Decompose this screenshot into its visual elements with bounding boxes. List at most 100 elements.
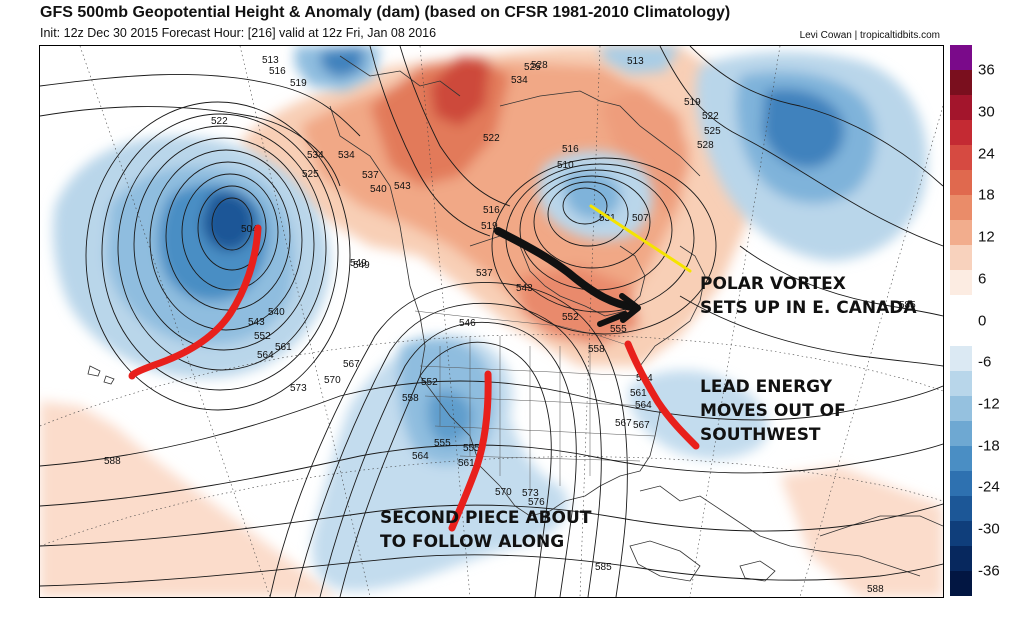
contour-label: 543	[394, 181, 411, 192]
contour-label: 516	[562, 144, 579, 155]
contour-label: 564	[257, 350, 274, 361]
contour-label: 534	[338, 150, 355, 161]
contour-label: 564	[635, 400, 652, 411]
contour-label: 555	[463, 443, 480, 454]
colorbar-tick-label: 6	[978, 270, 987, 288]
annotation-line: LEAD ENERGY	[700, 377, 833, 397]
colorbar-tick-label: -30	[978, 520, 1000, 538]
contour-label: 510	[557, 160, 574, 171]
annotation-line: SOUTHWEST	[700, 425, 821, 445]
contour-label: 558	[588, 344, 605, 355]
chart-title: GFS 500mb Geopotential Height & Anomaly …	[40, 4, 731, 21]
contour-label: 519	[290, 78, 307, 89]
colorbar-segment	[950, 70, 972, 96]
contour-label: 543	[516, 283, 533, 294]
contour-label: 522	[702, 111, 719, 122]
second-piece-annotation: SECOND PIECE ABOUT TO FOLLOW ALONG	[380, 506, 591, 554]
contour-label: 570	[495, 487, 512, 498]
annotation-line: POLAR VORTEX	[700, 274, 846, 294]
colorbar-segment	[950, 45, 972, 71]
contour-label: 522	[483, 133, 500, 144]
colorbar-segment	[950, 170, 972, 196]
colorbar-segment	[950, 445, 972, 472]
contour-label: 525	[524, 62, 541, 73]
annotation-line: MOVES OUT OF	[700, 401, 846, 421]
contour-label: 555	[610, 324, 627, 335]
black-arrow-path	[494, 227, 640, 312]
contour-label: 549	[350, 258, 367, 269]
contour-label: 516	[269, 66, 286, 77]
contour-label: 528	[697, 140, 714, 151]
colorbar-tick-label: -12	[978, 395, 1000, 413]
yellow-line-marker	[589, 204, 692, 273]
colorbar-segment	[950, 220, 972, 246]
contour-label: 585	[595, 562, 612, 573]
height-contours	[40, 46, 943, 597]
contour-label: 543	[248, 317, 265, 328]
contour-label: 552	[254, 331, 271, 342]
colorbar-segment	[950, 345, 972, 372]
contour-label: 513	[262, 55, 279, 66]
colorbar-tick-label: -18	[978, 437, 1000, 455]
contour-label: 585	[899, 300, 916, 311]
colorbar-tick-label: 36	[978, 61, 995, 79]
chart-subtitle: Init: 12z Dec 30 2015 Forecast Hour: [21…	[40, 26, 437, 40]
colorbar-segment	[950, 295, 972, 321]
black-arrow-stub	[597, 311, 628, 327]
contour-label: 558	[402, 393, 419, 404]
contour-label: 573	[290, 383, 307, 394]
lead-energy-annotation: LEAD ENERGY MOVES OUT OF SOUTHWEST	[700, 375, 846, 447]
contour-label: 525	[704, 126, 721, 137]
colorbar-tick-label: 0	[978, 312, 987, 329]
contour-label: 588	[104, 456, 121, 467]
contour-label: 567	[343, 359, 360, 370]
contour-label: 576	[528, 497, 545, 508]
colorbar-segment	[950, 495, 972, 522]
contour-label: 507	[632, 213, 649, 224]
map-canvas: 513 516 519 522 525 534 537 540 543 549 …	[40, 46, 943, 597]
contour-label: 561	[275, 342, 292, 353]
contour-label: 567	[615, 418, 632, 429]
contour-label: 534	[307, 150, 324, 161]
black-arrow-head	[619, 293, 641, 323]
contour-label: 522	[211, 116, 228, 127]
colorbar-tick-label: -36	[978, 562, 1000, 580]
contour-label: 516	[483, 205, 500, 216]
colorbar-tick-label: -24	[978, 478, 1000, 496]
colorbar-segment	[950, 420, 972, 447]
colorbar	[950, 45, 972, 597]
contour-value-labels: 513 516 519 522 525 534 537 540 543 549 …	[104, 55, 916, 595]
contour-label: 561	[458, 458, 475, 469]
colorbar-tick-label: 30	[978, 103, 995, 121]
colorbar-segment	[950, 570, 972, 597]
contour-label: 519	[481, 221, 498, 232]
colorbar-segment	[950, 120, 972, 146]
contour-label: 552	[421, 377, 438, 388]
colorbar-segment	[950, 145, 972, 171]
red-trough-marker-second	[448, 370, 492, 532]
colorbar-tick-label: 12	[978, 228, 995, 246]
contour-label: 540	[268, 307, 285, 318]
annotation-markers	[128, 204, 700, 532]
colorbar-segment	[950, 95, 972, 121]
colorbar-segment	[950, 320, 972, 347]
contour-label: 564	[412, 451, 429, 462]
contour-label: 588	[867, 584, 884, 595]
colorbar-segment	[950, 545, 972, 572]
contour-label: 525	[302, 169, 319, 180]
colorbar-segment	[950, 470, 972, 497]
contour-label: 546	[459, 318, 476, 329]
colorbar-tick-label: -6	[978, 353, 992, 371]
colorbar-tick-label: 24	[978, 145, 995, 163]
colorbar-segment	[950, 195, 972, 221]
colorbar-segment	[950, 395, 972, 422]
political-borders	[414, 310, 656, 496]
annotation-line: SETS UP IN E. CANADA	[700, 298, 917, 318]
negative-anomaly-shading	[53, 46, 928, 592]
lat-lon-grid	[40, 46, 943, 597]
red-trough-marker-lead	[624, 340, 700, 450]
contour-label: 534	[511, 75, 528, 86]
contour-label: 537	[476, 268, 493, 279]
contour-label: 573	[522, 488, 539, 499]
contour-label: 555	[434, 438, 451, 449]
